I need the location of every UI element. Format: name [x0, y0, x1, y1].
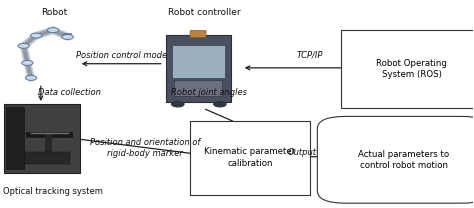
Text: Robot controller: Robot controller — [168, 7, 240, 17]
FancyBboxPatch shape — [26, 151, 70, 164]
Text: Position and orientation of
rigid-body marker: Position and orientation of rigid-body m… — [90, 138, 200, 158]
FancyBboxPatch shape — [166, 35, 231, 102]
Text: Robot Operating
System (ROS): Robot Operating System (ROS) — [376, 59, 447, 79]
Circle shape — [47, 28, 59, 33]
FancyBboxPatch shape — [174, 80, 222, 96]
FancyBboxPatch shape — [190, 30, 206, 38]
Circle shape — [26, 76, 36, 80]
Text: Actual parameters to
control robot motion: Actual parameters to control robot motio… — [358, 150, 449, 170]
Text: TCP/IP: TCP/IP — [297, 51, 323, 60]
FancyBboxPatch shape — [6, 107, 24, 169]
FancyBboxPatch shape — [172, 45, 225, 78]
FancyBboxPatch shape — [341, 30, 474, 108]
Circle shape — [30, 33, 42, 38]
Circle shape — [22, 60, 33, 65]
Text: Output: Output — [288, 148, 317, 157]
Text: Kinematic parameter
calibration: Kinematic parameter calibration — [204, 147, 296, 168]
Text: Optical tracking system: Optical tracking system — [3, 187, 103, 196]
Circle shape — [172, 102, 184, 107]
Text: Data collection: Data collection — [38, 88, 100, 97]
Text: Robot: Robot — [41, 7, 67, 17]
Circle shape — [214, 102, 226, 107]
FancyBboxPatch shape — [190, 120, 310, 195]
FancyBboxPatch shape — [318, 116, 474, 203]
Text: Robot joint angles: Robot joint angles — [171, 88, 246, 97]
FancyBboxPatch shape — [4, 104, 80, 173]
Text: Position control mode: Position control mode — [76, 51, 167, 60]
Circle shape — [62, 35, 73, 40]
Circle shape — [18, 43, 29, 48]
